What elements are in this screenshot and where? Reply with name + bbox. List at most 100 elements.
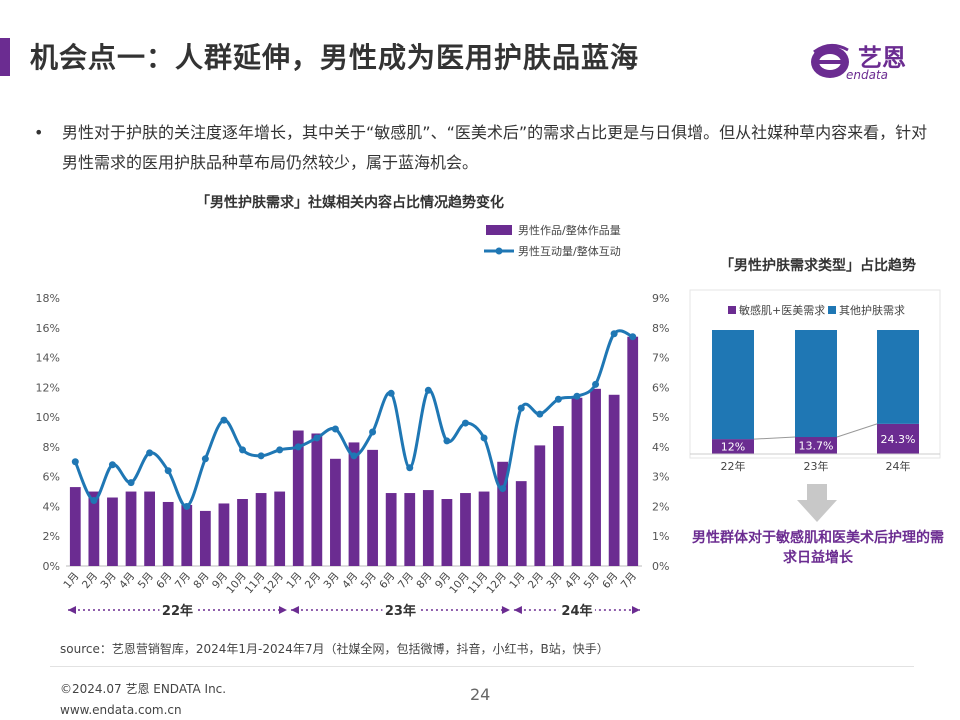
x-tick-label: 8月 xyxy=(414,570,434,591)
year-label-bg xyxy=(159,601,196,619)
y-left-tick-label: 4% xyxy=(43,500,60,513)
right-chart-title: 「男性护肤需求类型」占比趋势 xyxy=(720,258,916,274)
line-point xyxy=(127,479,135,487)
bar-male-works xyxy=(107,497,118,566)
line-point xyxy=(71,458,79,466)
line-point xyxy=(424,386,432,394)
y-right-tick-label: 3% xyxy=(652,471,669,484)
x-tick-label: 3月 xyxy=(544,570,564,591)
bar-male-works xyxy=(144,491,156,566)
bar-other-demand xyxy=(712,330,754,440)
x-tick-label: 2月 xyxy=(80,570,100,591)
x-tick-label: 1月 xyxy=(61,570,81,591)
bar-male-works xyxy=(571,397,583,566)
bar-male-works xyxy=(69,487,81,566)
title-accent-bar xyxy=(0,38,10,76)
x-tick-label: 23年 xyxy=(804,459,829,473)
bar-sensitive-demand xyxy=(795,437,837,454)
year-label-bg xyxy=(558,601,595,619)
line-point xyxy=(629,333,637,341)
y-right-tick-label: 4% xyxy=(652,441,669,454)
conclusion-text: 男性群体对于敏感肌和医美术后护理的需求日益增长 xyxy=(692,530,944,566)
bar-male-works xyxy=(330,458,341,566)
line-point xyxy=(517,404,525,412)
bar-male-works xyxy=(534,445,546,566)
x-tick-label: 6月 xyxy=(377,570,397,591)
year-label-bg xyxy=(382,601,419,619)
line-point xyxy=(313,434,321,442)
bar-male-works xyxy=(478,491,490,566)
bar-male-works xyxy=(199,510,211,566)
bar-male-works xyxy=(218,503,230,566)
bar-male-works xyxy=(311,433,323,566)
year-span-arrow-left xyxy=(68,606,76,614)
legend-swatch-point xyxy=(495,247,503,255)
y-left-tick-label: 8% xyxy=(43,441,60,454)
legend-label-bar: 男性作品/整体作品量 xyxy=(518,223,621,237)
line-point xyxy=(536,410,544,418)
year-span-arrow-left xyxy=(513,606,522,614)
y-right-tick-label: 6% xyxy=(652,381,669,394)
y-right-tick-label: 9% xyxy=(652,292,669,305)
line-point xyxy=(201,455,209,463)
bar-male-works xyxy=(274,491,286,566)
line-point xyxy=(276,446,284,454)
line-point xyxy=(610,330,618,338)
x-tick-label: 12月 xyxy=(484,570,509,596)
y-right-tick-label: 2% xyxy=(652,500,669,513)
year-group-label: 22年 xyxy=(162,603,193,619)
connector-line xyxy=(753,436,796,440)
y-left-tick-label: 0% xyxy=(43,560,60,573)
demand-type-stacked-chart: 敏感肌+医美需求 其他护肤需求 12% 22年 13.7% 23年 24.3% 24年 xyxy=(689,289,941,473)
legend-label-other: 其他护肤需求 xyxy=(839,303,905,317)
bar-other-demand xyxy=(795,330,837,438)
page-title: 机会点一：人群延伸，男性成为医用护肤品蓝海 xyxy=(30,41,640,74)
x-tick-label: 11月 xyxy=(466,570,491,596)
bar-sensitive-demand xyxy=(712,439,754,454)
x-tick-label: 7月 xyxy=(396,570,416,591)
y-left-tick-label: 18% xyxy=(36,292,60,305)
bar-male-works xyxy=(181,504,193,566)
legend-swatch-sensitive xyxy=(728,306,736,314)
line-point xyxy=(480,434,488,442)
bar-other-demand xyxy=(877,330,919,424)
bar-data-label: 24.3% xyxy=(881,433,916,446)
logo-text-en: endata xyxy=(846,68,889,82)
y-left-tick-label: 12% xyxy=(36,381,60,394)
website: www.endata.com.cn xyxy=(60,703,182,717)
x-tick-label: 12月 xyxy=(261,570,286,596)
bar-male-works xyxy=(627,336,639,566)
bar-sensitive-demand xyxy=(877,423,919,454)
bar-male-works xyxy=(237,499,248,566)
line-point xyxy=(406,464,414,472)
bar-male-works xyxy=(162,501,174,566)
source-note: source：艺恩营销智库，2024年1月-2024年7月（社媒全网，包括微博，… xyxy=(60,642,609,656)
legend-label-sensitive: 敏感肌+医美需求 xyxy=(739,303,825,317)
x-tick-label: 5月 xyxy=(359,570,379,591)
year-span-arrow-left xyxy=(290,606,299,614)
bar-male-works xyxy=(404,493,416,566)
x-tick-label: 2月 xyxy=(526,570,546,591)
y-right-tick-label: 7% xyxy=(652,352,669,365)
x-tick-label: 11月 xyxy=(243,570,268,596)
x-tick-label: 6月 xyxy=(154,570,174,591)
bar-male-works xyxy=(460,493,471,566)
line-point xyxy=(294,443,302,451)
bar-male-works xyxy=(422,490,434,566)
x-tick-label: 10月 xyxy=(447,570,472,596)
line-point xyxy=(461,419,469,427)
year-span-arrow-right xyxy=(501,606,510,614)
x-tick-label: 6月 xyxy=(600,570,620,591)
bar-male-works xyxy=(608,394,620,566)
x-tick-label: 7月 xyxy=(173,570,193,591)
bar-male-works xyxy=(590,388,601,566)
bar-male-works xyxy=(88,491,100,566)
x-tick-label: 4月 xyxy=(340,570,360,591)
bar-male-works xyxy=(441,499,453,566)
x-tick-label: 10月 xyxy=(224,570,249,596)
bar-male-works xyxy=(497,461,509,566)
x-tick-label: 4月 xyxy=(117,570,137,591)
bar-male-works xyxy=(385,493,397,566)
legend-swatch-other xyxy=(828,306,836,314)
line-point xyxy=(146,449,154,457)
